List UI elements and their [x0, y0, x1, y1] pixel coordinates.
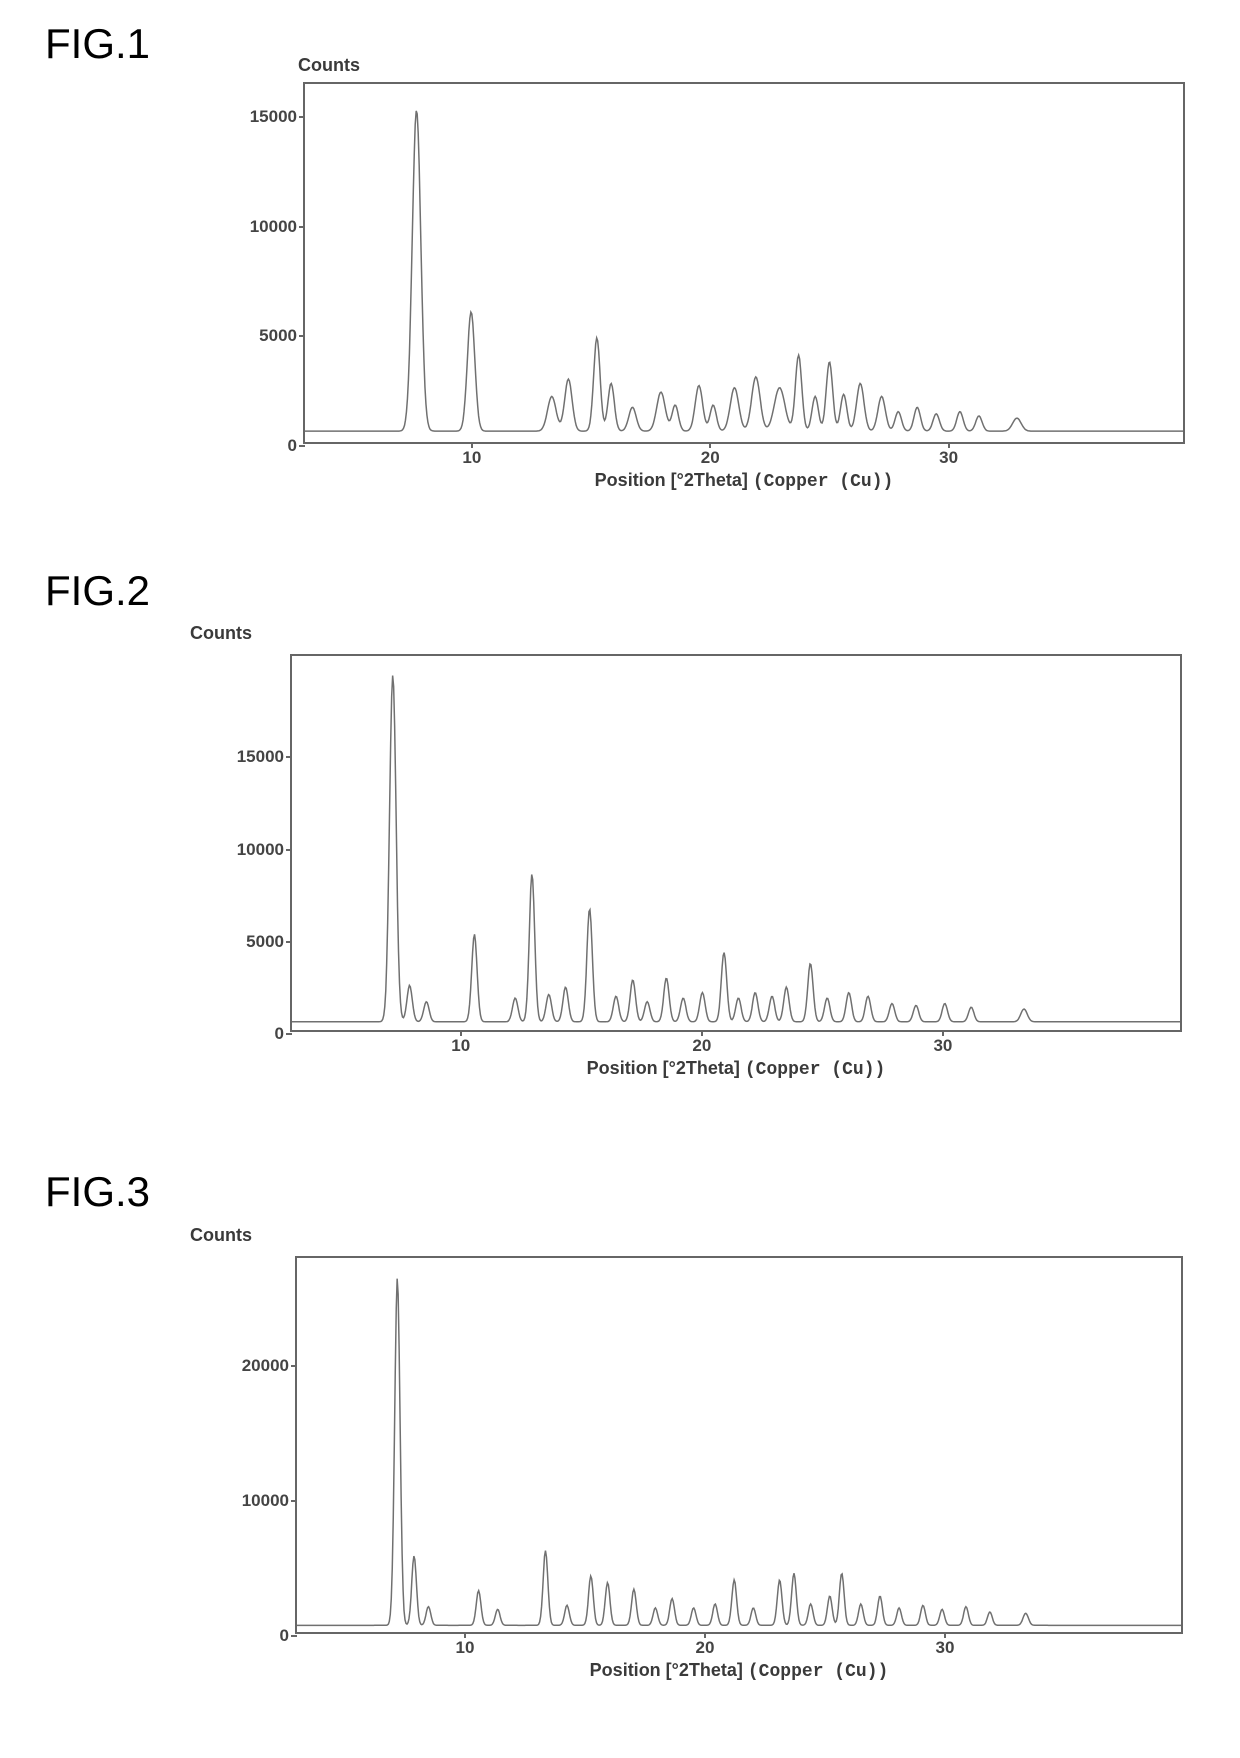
x-axis-label: Position [°2Theta] (Copper (Cu)) — [595, 470, 894, 492]
spectrum-line — [297, 1258, 1181, 1632]
x-axis-label-mono: (Copper (Cu)) — [753, 472, 893, 492]
x-axis-label-text: Position [°2Theta] — [590, 1660, 748, 1680]
xtick-label: 20 — [701, 442, 720, 468]
ytick-label: 10000 — [237, 840, 292, 860]
x-axis-label-mono: (Copper (Cu)) — [748, 1662, 888, 1682]
y-axis-label: Counts — [190, 1225, 252, 1246]
ytick-label: 5000 — [259, 326, 305, 346]
xrd-chart: 01000020000102030Position [°2Theta] (Cop… — [295, 1256, 1183, 1634]
ytick-label: 0 — [275, 1024, 292, 1044]
x-axis-label: Position [°2Theta] (Copper (Cu)) — [587, 1058, 886, 1080]
x-axis-label: Position [°2Theta] (Copper (Cu)) — [590, 1660, 889, 1682]
figure-label: FIG.3 — [45, 1168, 150, 1216]
xtick-label: 20 — [696, 1632, 715, 1658]
ytick-label: 5000 — [246, 932, 292, 952]
xtick-label: 30 — [936, 1632, 955, 1658]
spectrum-line — [292, 656, 1180, 1030]
spectrum-line — [305, 84, 1183, 442]
xrd-chart: 050001000015000102030Position [°2Theta] … — [290, 654, 1182, 1032]
xrd-chart: 050001000015000102030Position [°2Theta] … — [303, 82, 1185, 444]
x-axis-label-mono: (Copper (Cu)) — [745, 1060, 885, 1080]
ytick-label: 10000 — [250, 217, 305, 237]
xtick-label: 20 — [692, 1030, 711, 1056]
x-axis-label-text: Position [°2Theta] — [595, 470, 753, 490]
ytick-label: 10000 — [242, 1491, 297, 1511]
xtick-label: 10 — [462, 442, 481, 468]
xtick-label: 30 — [939, 442, 958, 468]
ytick-label: 0 — [288, 436, 305, 456]
y-axis-label: Counts — [298, 55, 360, 76]
y-axis-label: Counts — [190, 623, 252, 644]
ytick-label: 15000 — [250, 107, 305, 127]
xtick-label: 30 — [933, 1030, 952, 1056]
ytick-label: 0 — [280, 1626, 297, 1646]
figure-label: FIG.1 — [45, 20, 150, 68]
ytick-label: 20000 — [242, 1356, 297, 1376]
xtick-label: 10 — [456, 1632, 475, 1658]
figure-label: FIG.2 — [45, 567, 150, 615]
x-axis-label-text: Position [°2Theta] — [587, 1058, 745, 1078]
xtick-label: 10 — [451, 1030, 470, 1056]
ytick-label: 15000 — [237, 747, 292, 767]
